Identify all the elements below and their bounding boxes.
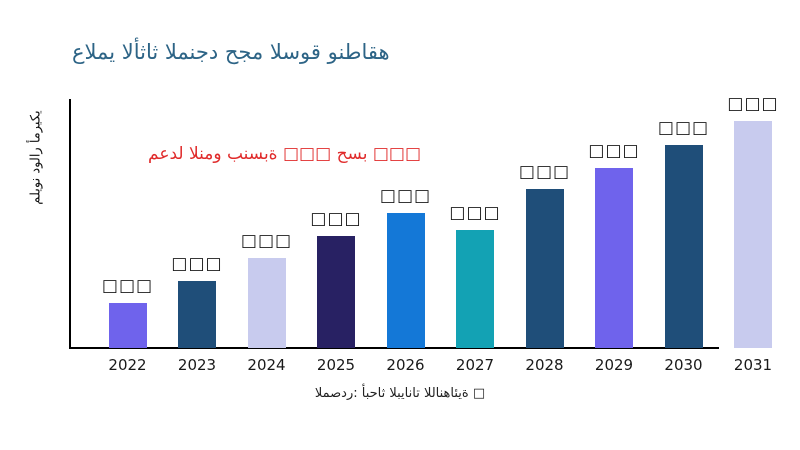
y-axis-line bbox=[69, 99, 71, 349]
x-tick-label-2028: 2028 bbox=[525, 356, 564, 374]
bar-2029 bbox=[595, 168, 633, 348]
x-tick-label-2030: 2030 bbox=[664, 356, 703, 374]
x-tick-label-2031: 2031 bbox=[733, 356, 773, 374]
bar-value-label-2025: □□□ bbox=[310, 209, 362, 229]
bar-value-label-2023: □□□ bbox=[171, 254, 223, 274]
growth-rate-annotation: معدل النمو بنسبة □□□ حسب □□□ bbox=[148, 144, 422, 164]
bar-2027 bbox=[456, 230, 494, 348]
x-tick-label-2025: 2025 bbox=[316, 356, 356, 374]
bar-2022 bbox=[108, 303, 147, 348]
bar-value-label-2024: □□□ bbox=[240, 231, 293, 251]
bar-value-label-2030: □□□ bbox=[657, 118, 710, 138]
bar-2028 bbox=[525, 189, 564, 348]
bar-value-label-2029: □□□ bbox=[588, 141, 640, 161]
x-tick-label-2027: 2027 bbox=[455, 356, 495, 374]
bar-2026 bbox=[386, 213, 425, 348]
bar-value-label-2028: □□□ bbox=[518, 162, 571, 182]
y-axis-label: مليون دولار أمريكي bbox=[28, 110, 44, 205]
bar-2024 bbox=[247, 258, 286, 348]
x-tick-label-2026: 2026 bbox=[386, 356, 425, 374]
bar-value-label-2022: □□□ bbox=[101, 276, 154, 296]
chart-title: عالمي الأثاث المنجد حجم السوق ونطاقه bbox=[72, 40, 390, 64]
bar-2030 bbox=[664, 145, 703, 348]
bar-value-label-2031: □□□ bbox=[727, 94, 779, 114]
bar-value-label-2027: □□□ bbox=[449, 203, 501, 223]
bar-2031 bbox=[734, 121, 772, 348]
x-tick-label-2029: 2029 bbox=[594, 356, 634, 374]
bar-2025 bbox=[317, 236, 355, 348]
bar-2023 bbox=[178, 281, 216, 348]
x-axis-line bbox=[69, 347, 719, 349]
x-tick-label-2024: 2024 bbox=[247, 356, 286, 374]
source-text: المصدر: أبحاث البيانات اللانهائية □ bbox=[314, 386, 486, 401]
x-tick-label-2022: 2022 bbox=[108, 356, 147, 374]
x-tick-label-2023: 2023 bbox=[177, 356, 217, 374]
bar-value-label-2026: □□□ bbox=[379, 186, 432, 206]
